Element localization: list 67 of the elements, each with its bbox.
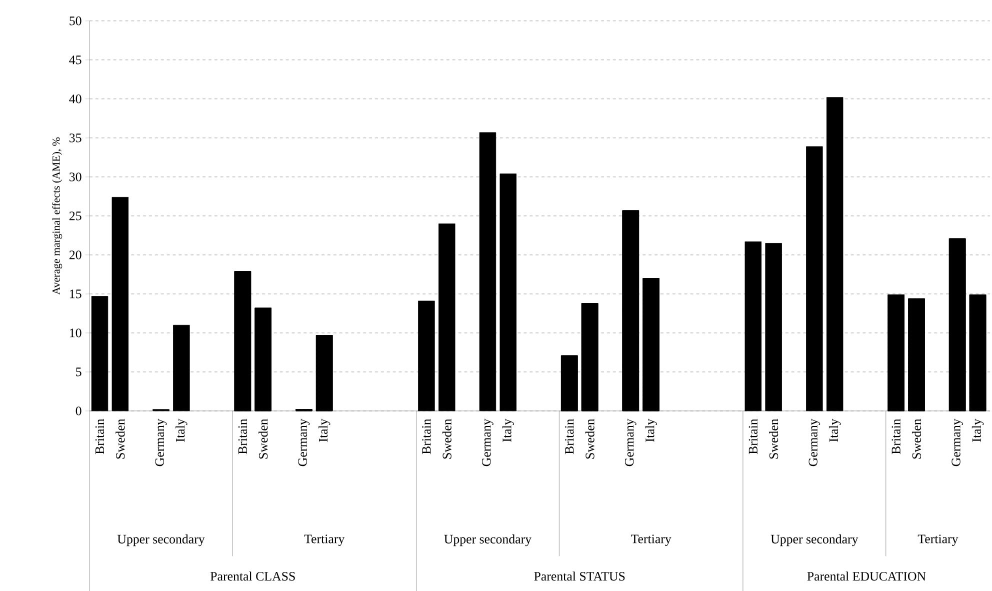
bar [418,300,435,412]
text: Parental STATUS [534,572,625,581]
x-tick-label: Sweden [116,418,125,459]
y-axis-title: Average marginal effects (AME), % [52,137,62,295]
y-tick-label: 0 [76,406,82,416]
bar [173,324,190,412]
x-tick-label: Italy [318,418,330,442]
bar [438,224,456,412]
bar [234,271,252,412]
y-tick-label: 35 [70,134,82,142]
text: Tertiary [630,534,672,546]
x-tick-label: Britain [95,418,104,454]
bar [888,294,904,412]
x-tick-label: Italy [502,418,514,442]
bar [908,298,925,412]
bar [91,296,108,412]
x-tick-label: Britain [565,418,574,454]
x-tick-label: Sweden [585,418,594,459]
bar [561,355,578,412]
y-tick-label: 15 [70,290,82,298]
x-tick-label: Italy [828,418,841,442]
bar [622,210,640,412]
y-tick-label: 5 [76,368,82,376]
text: Tertiary [918,534,958,546]
bar [826,97,844,412]
bar [500,174,516,412]
bar [642,278,660,412]
bar [316,335,333,412]
x-tick-label: Italy [176,418,188,442]
bar [479,132,496,412]
text: Tertiary [304,534,345,546]
x-tick-label: Britain [422,418,431,454]
x-tick-label: Britain [748,418,758,454]
bar [112,196,129,412]
x-tick-label: Italy [972,418,984,442]
text: Parental EDUCATION [807,572,926,581]
bar [581,303,598,412]
bar [744,241,762,412]
y-tick-label: 50 [70,16,82,26]
y-tick-label: 45 [69,56,82,64]
bar [969,294,986,412]
x-tick-label: Germany [624,418,636,466]
y-tick-label: 25 [69,212,82,220]
x-tick-label: Germany [482,418,494,466]
y-tick-label: 30 [70,172,82,182]
x-tick-label: Britain [892,418,900,454]
x-tick-label: Germany [808,418,820,466]
x-tick-label: Sweden [258,418,268,459]
text: Upper secondary [117,534,205,546]
x-tick-label: Sweden [442,418,452,459]
bar [948,238,966,412]
x-tick-label: Germany [155,418,167,466]
x-tick-label: Britain [238,418,248,454]
x-tick-label: Sweden [769,418,778,459]
y-tick-label: 10 [70,328,82,338]
text: Upper secondary [444,534,532,546]
y-tick-label: 40 [69,94,82,104]
x-tick-label: Sweden [912,418,922,459]
bar [254,308,272,412]
x-tick-label: Italy [645,418,657,442]
x-tick-label: Germany [952,418,964,466]
text: Parental CLASS [210,572,295,581]
y-tick-label: 20 [69,250,82,260]
x-tick-label: Germany [298,418,310,466]
bar [765,243,782,412]
bar [806,146,823,412]
text: Upper secondary [770,534,858,546]
